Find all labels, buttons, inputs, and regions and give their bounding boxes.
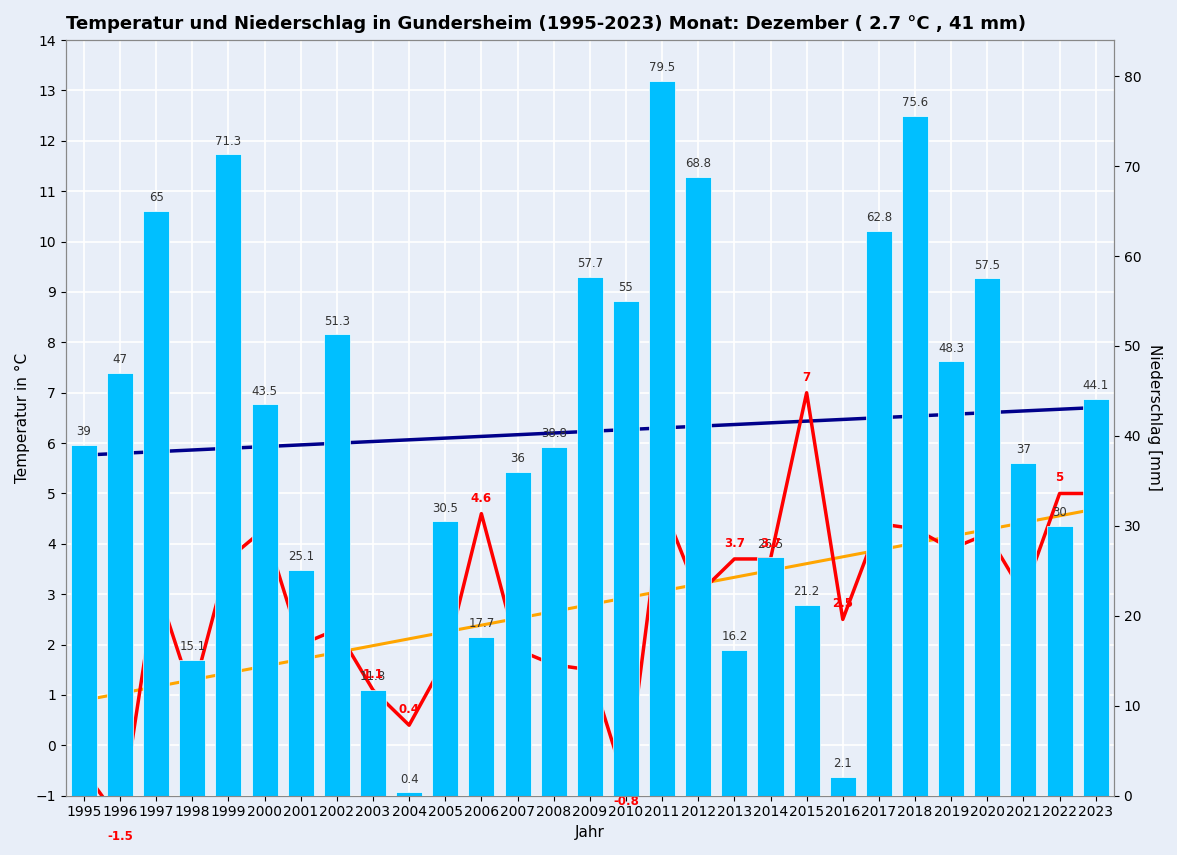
- Text: -0.5: -0.5: [71, 748, 97, 762]
- Text: 3.2: 3.2: [146, 562, 167, 575]
- Bar: [107, 373, 133, 796]
- Y-axis label: Niederschlag [mm]: Niederschlag [mm]: [1148, 345, 1162, 492]
- Bar: [540, 446, 566, 796]
- Text: 1.1: 1.1: [363, 668, 384, 681]
- Bar: [324, 334, 350, 796]
- X-axis label: Jahr: Jahr: [574, 825, 605, 840]
- Text: 71.3: 71.3: [215, 135, 241, 148]
- Text: 1.6: 1.6: [543, 643, 564, 656]
- Text: 4.6: 4.6: [471, 492, 492, 504]
- Bar: [397, 792, 423, 796]
- Bar: [902, 115, 929, 796]
- Bar: [758, 557, 784, 796]
- Text: -0.8: -0.8: [613, 794, 639, 808]
- Bar: [793, 605, 819, 796]
- Text: Temperatur und Niederschlag in Gundersheim (1995-2023) Monat: Dezember ( 2.7 °C : Temperatur und Niederschlag in Gundershe…: [66, 15, 1026, 33]
- Text: 2.3: 2.3: [326, 607, 347, 621]
- Text: 25.1: 25.1: [287, 551, 314, 563]
- Text: 0.4: 0.4: [399, 703, 420, 716]
- Text: 3: 3: [694, 572, 703, 585]
- Text: 79.5: 79.5: [649, 61, 676, 74]
- Text: 57.5: 57.5: [975, 259, 1000, 272]
- Text: 5: 5: [1091, 471, 1099, 485]
- Bar: [468, 636, 494, 796]
- Text: 3.7: 3.7: [760, 537, 780, 550]
- Text: 30.5: 30.5: [432, 502, 458, 515]
- Bar: [577, 277, 603, 796]
- Text: 44.1: 44.1: [1083, 380, 1109, 392]
- Text: -1.5: -1.5: [107, 830, 133, 843]
- Bar: [179, 660, 205, 796]
- Bar: [866, 231, 892, 796]
- Text: 3: 3: [1019, 572, 1028, 585]
- Text: 57.7: 57.7: [577, 257, 603, 270]
- Bar: [252, 404, 278, 796]
- Text: 11.8: 11.8: [360, 670, 386, 683]
- Text: 4.3: 4.3: [905, 507, 925, 520]
- Text: 2.5: 2.5: [832, 598, 853, 610]
- Bar: [71, 445, 97, 796]
- Text: 1: 1: [188, 673, 197, 686]
- Text: 1.9: 1.9: [507, 628, 528, 640]
- Text: 3.9: 3.9: [940, 527, 962, 540]
- Bar: [215, 155, 241, 796]
- Text: 38.8: 38.8: [540, 428, 566, 440]
- Bar: [505, 472, 531, 796]
- Text: 3.7: 3.7: [724, 537, 745, 550]
- Text: 4.3: 4.3: [254, 507, 275, 520]
- Bar: [144, 211, 169, 796]
- Text: 47: 47: [113, 353, 127, 367]
- Bar: [1046, 526, 1072, 796]
- Text: 5: 5: [1056, 471, 1064, 485]
- Text: 2.1: 2.1: [833, 758, 852, 770]
- Text: 0.4: 0.4: [400, 773, 419, 786]
- Text: 4.8: 4.8: [652, 481, 672, 494]
- Bar: [975, 279, 1000, 796]
- Bar: [1011, 463, 1037, 796]
- Text: 15.1: 15.1: [179, 640, 205, 653]
- Text: 30: 30: [1052, 506, 1068, 519]
- Bar: [1083, 399, 1109, 796]
- Text: 75.6: 75.6: [902, 96, 929, 109]
- Bar: [830, 777, 856, 796]
- Text: 4.4: 4.4: [869, 502, 890, 515]
- Bar: [685, 177, 711, 796]
- Text: 4.2: 4.2: [977, 511, 998, 525]
- Text: 68.8: 68.8: [685, 157, 711, 170]
- Text: 1.5: 1.5: [579, 648, 600, 661]
- Text: 51.3: 51.3: [324, 315, 350, 327]
- Text: 55: 55: [619, 281, 633, 294]
- Text: 21.2: 21.2: [793, 586, 819, 598]
- Text: 3.7: 3.7: [218, 537, 239, 550]
- Bar: [432, 522, 458, 796]
- Text: 39: 39: [77, 425, 92, 439]
- Y-axis label: Temperatur in °C: Temperatur in °C: [15, 353, 31, 483]
- Text: 2: 2: [297, 622, 305, 635]
- Text: 65: 65: [148, 192, 164, 204]
- Text: 36: 36: [510, 452, 525, 465]
- Text: 1.7: 1.7: [434, 638, 455, 651]
- Text: 62.8: 62.8: [866, 211, 892, 224]
- Text: 16.2: 16.2: [722, 630, 747, 644]
- Text: 26.5: 26.5: [758, 538, 784, 551]
- Bar: [613, 301, 639, 796]
- Bar: [649, 80, 676, 796]
- Bar: [360, 690, 386, 796]
- Bar: [287, 570, 314, 796]
- Bar: [722, 650, 747, 796]
- Text: 48.3: 48.3: [938, 342, 964, 355]
- Text: 43.5: 43.5: [252, 385, 278, 398]
- Text: 7: 7: [803, 371, 811, 384]
- Text: 17.7: 17.7: [468, 617, 494, 630]
- Bar: [938, 362, 964, 796]
- Text: 37: 37: [1016, 444, 1031, 457]
